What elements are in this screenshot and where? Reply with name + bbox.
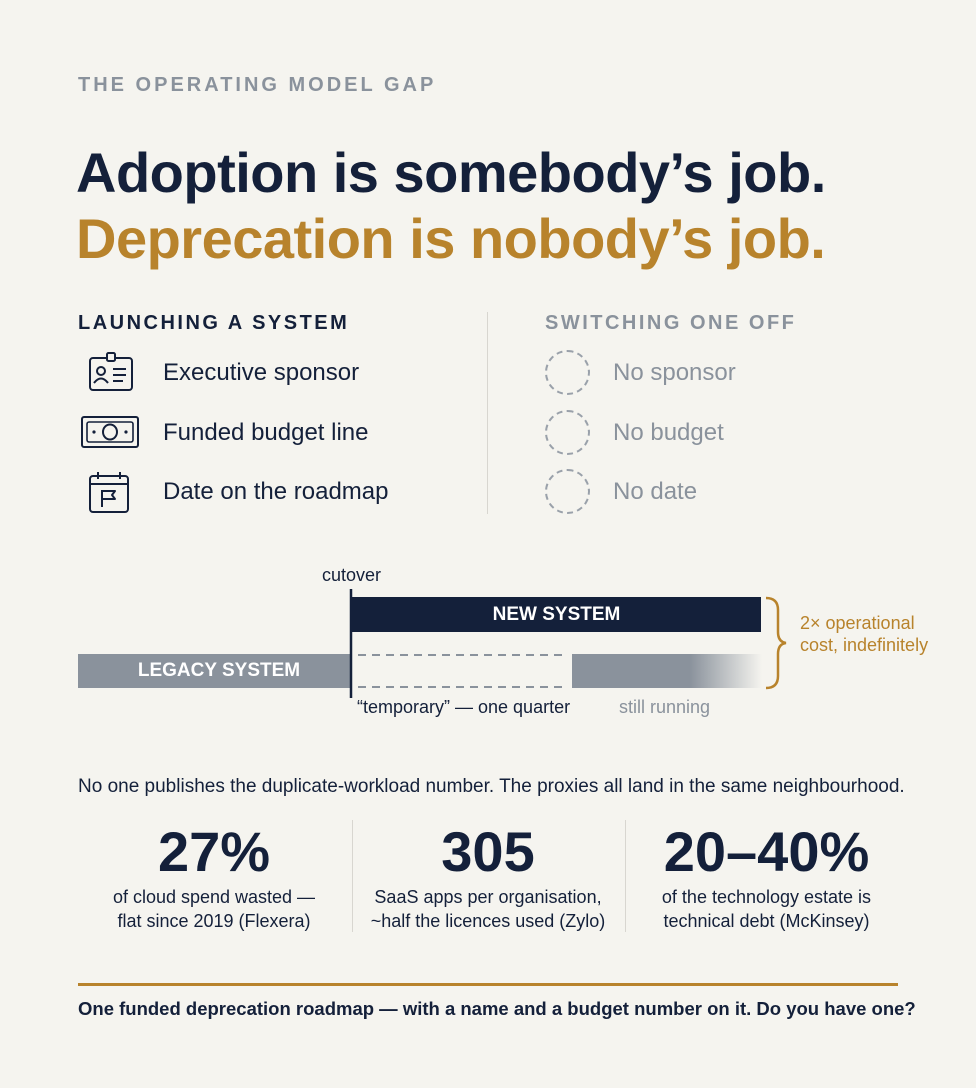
closing-question: One funded deprecation roadmap — with a …: [78, 998, 916, 1019]
cutover-label: cutover: [322, 565, 382, 585]
column-divider: [487, 312, 488, 514]
stat-desc-line2: flat since 2019 (Flexera): [117, 911, 311, 931]
roadmap-date-label: Date on the roadmap: [163, 478, 389, 505]
stat-desc-line1: of the technology estate is: [661, 887, 872, 907]
headline-adoption: Adoption is somebody’s job.: [76, 141, 826, 204]
dashed-circle-icon: [545, 410, 590, 455]
banknote-icon: [80, 413, 140, 453]
switching-title: SWITCHING ONE OFF: [545, 312, 797, 334]
legacy-still-running-bar: [572, 654, 762, 688]
intro-text: No one publishes the duplicate-workload …: [78, 776, 905, 797]
id-badge-icon: [80, 352, 140, 392]
calendar-flag-icon: [80, 470, 140, 513]
executive-sponsor-label: Executive sponsor: [163, 359, 360, 386]
eyebrow: THE OPERATING MODEL GAP: [78, 74, 437, 96]
stat-value: 27%: [157, 820, 271, 883]
still-running-label: still running: [619, 697, 711, 717]
dashed-circle-icon: [545, 350, 590, 395]
no-sponsor-label: No sponsor: [613, 359, 736, 386]
no-budget-label: No budget: [613, 419, 724, 446]
stat-value: 305: [441, 820, 535, 883]
stat-tech-debt: 20–40% of the technology estate is techn…: [625, 820, 908, 932]
stat-desc-line2: technical debt (McKinsey): [663, 911, 870, 931]
launching-title: LAUNCHING A SYSTEM: [78, 312, 350, 334]
cost-bracket: [765, 596, 787, 690]
new-system-label: NEW SYSTEM: [492, 604, 621, 625]
dashed-circle-icon: [545, 469, 590, 514]
stat-saas-apps: 305 SaaS apps per organisation, ~half th…: [352, 820, 624, 932]
headline-deprecation: Deprecation is nobody’s job.: [76, 207, 826, 270]
stat-divider: [625, 820, 626, 932]
stat-desc-line2: ~half the licences used (Zylo): [370, 911, 606, 931]
gold-rule: [78, 983, 898, 986]
stat-value: 20–40%: [663, 820, 870, 883]
funded-budget-label: Funded budget line: [163, 419, 369, 446]
temporary-label: “temporary” — one quarter: [357, 697, 571, 717]
stat-cloud-waste: 27% of cloud spend wasted — flat since 2…: [78, 820, 350, 932]
stat-desc-line1: of cloud spend wasted —: [112, 887, 316, 907]
no-date-label: No date: [613, 478, 698, 505]
stat-divider: [352, 820, 353, 932]
legacy-system-label: LEGACY SYSTEM: [137, 660, 301, 681]
stat-desc-line1: SaaS apps per organisation,: [374, 887, 602, 907]
operational-cost-label: 2× operational cost, indefinitely: [800, 613, 929, 655]
